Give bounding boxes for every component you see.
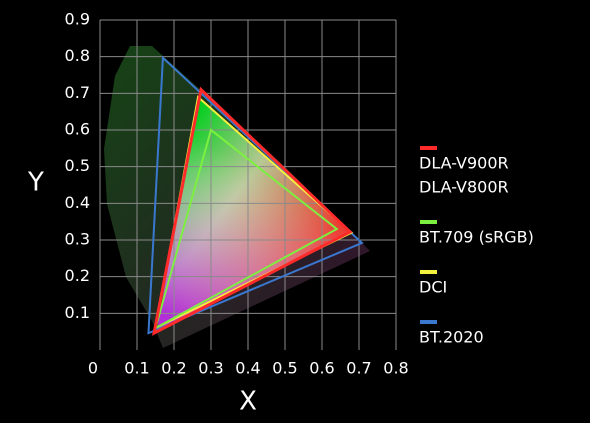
plot xyxy=(147,55,364,336)
x-tick-label: 0.4 xyxy=(235,359,260,378)
gamut-fill-shade xyxy=(157,97,352,330)
gamut-triangle xyxy=(151,86,353,336)
x-axis-label: X xyxy=(239,387,257,417)
legend-swatch xyxy=(420,220,437,224)
legend-label: BT.2020 xyxy=(419,328,484,347)
x-tick-label: 0.5 xyxy=(272,359,297,378)
gamut-triangle xyxy=(153,128,339,331)
x-tick-label: 0.2 xyxy=(161,359,186,378)
y-tick-label: 0.4 xyxy=(65,193,90,212)
legend-label: BT.709 (sRGB) xyxy=(419,228,534,247)
y-tick-label: 0.5 xyxy=(65,156,90,175)
y-tick-label: 0.1 xyxy=(65,303,90,322)
legend-label: DLA-V900R xyxy=(419,154,509,173)
y-tick-label: 0.3 xyxy=(65,230,90,249)
legend-swatch xyxy=(420,270,437,274)
x-tick-label: 0.6 xyxy=(309,359,334,378)
legend-label: DCI xyxy=(419,278,447,297)
x-tick-label: 0.8 xyxy=(383,359,408,378)
x-tick-label: 0 xyxy=(88,359,98,378)
grid: 0 0.1 0.2 0.3 0.4 0.5 0.6 0.7 0.8 0.1 0.2 0.3 0.4 0.5… xyxy=(65,10,409,378)
legend-label: DLA-V800R xyxy=(419,178,509,197)
gamut-triangle xyxy=(147,55,364,335)
y-tick-label: 0.8 xyxy=(65,46,90,65)
legend-swatch xyxy=(420,146,437,150)
x-tick-label: 0.3 xyxy=(198,359,223,378)
x-tick-label: 0.7 xyxy=(346,359,371,378)
y-tick-label: 0.6 xyxy=(65,120,90,139)
legend-swatch xyxy=(420,320,437,324)
legend: DLA-V900R DLA-V800R BT.709 (sRGB) DCI BT.202… xyxy=(419,146,534,347)
y-tick-label: 0.7 xyxy=(65,83,90,102)
y-tick-label: 0.9 xyxy=(65,10,90,29)
y-tick-label: 0.2 xyxy=(65,266,90,285)
y-axis-label: Y xyxy=(27,168,44,198)
x-tick-label: 0.1 xyxy=(124,359,149,378)
